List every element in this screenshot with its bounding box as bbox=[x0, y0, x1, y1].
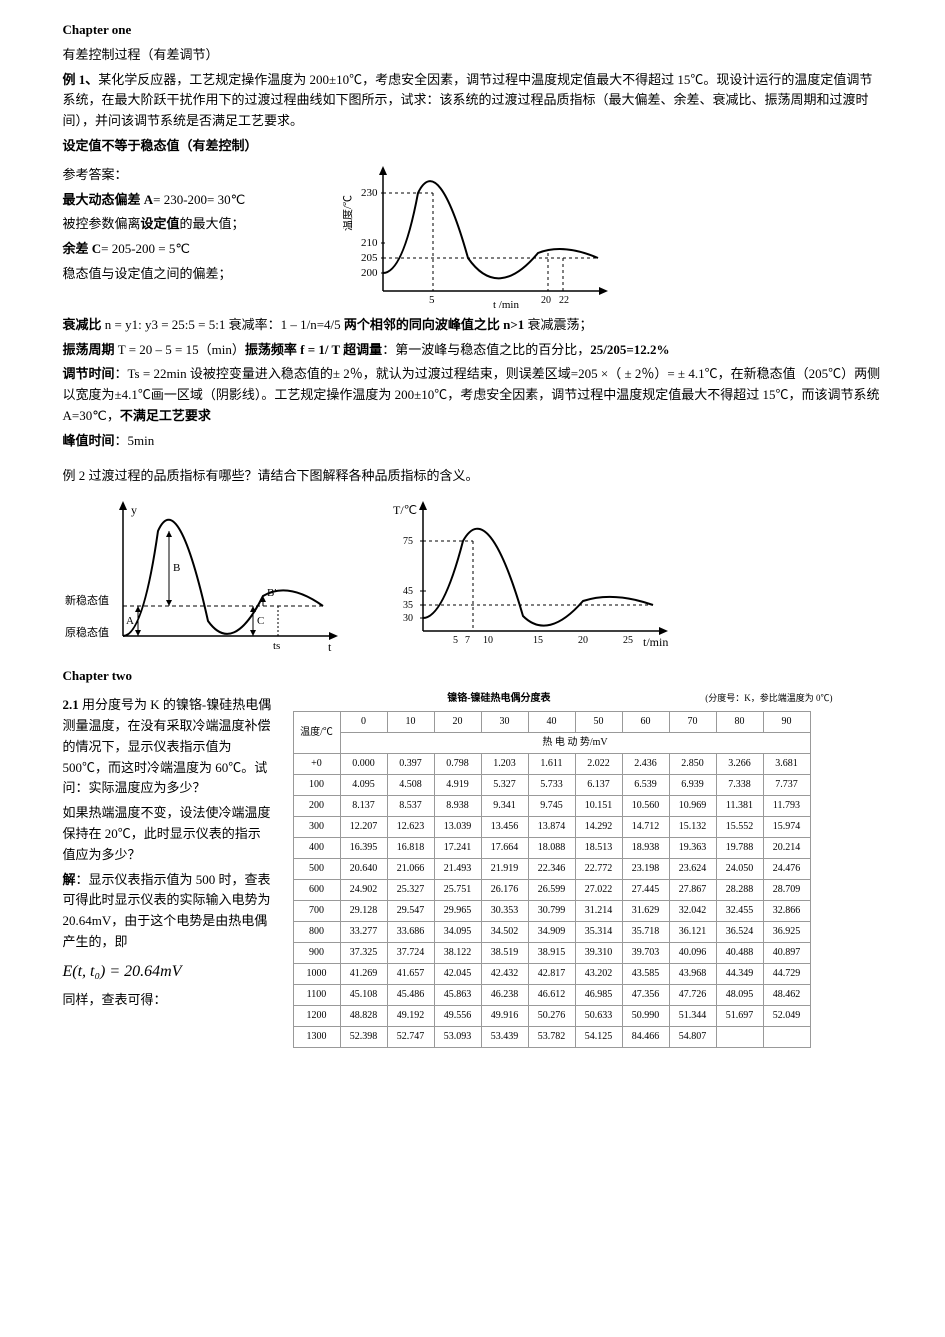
svg-text:15: 15 bbox=[533, 635, 543, 646]
ts-line: 调节时间：Ts = 22min 设被控变量进入稳态值的± 2％，就认为过渡过程结… bbox=[63, 364, 883, 426]
ch1-title: Chapter one bbox=[63, 20, 883, 41]
period-line: 振荡周期 T = 20 – 5 = 15（min）振荡频率 f = 1/ T 超… bbox=[63, 340, 883, 361]
C-line: 余差 C= 205-200 = 5℃ bbox=[63, 239, 323, 260]
svg-text:205: 205 bbox=[361, 252, 378, 264]
svg-text:200: 200 bbox=[361, 267, 378, 279]
svg-text:22: 22 bbox=[559, 295, 569, 306]
A-desc: 被控参数偏离设定值的最大值； bbox=[63, 214, 323, 235]
emf-table: 镍铬-镍硅热电偶分度表 (分度号：K，参比端温度为 0℃) 温度/℃010203… bbox=[293, 691, 833, 1048]
svg-text:B: B bbox=[173, 562, 180, 574]
ex1-body: 某化学反应器，工艺规定操作温度为 200±10℃，考虑安全因素，调节过程中温度规… bbox=[63, 72, 873, 129]
svg-text:T/℃: T/℃ bbox=[393, 503, 417, 517]
q21: 2.1 用分度号为 K 的镍铬-镍硅热电偶测量温度，在没有采取冷端温度补偿的情况… bbox=[63, 695, 273, 799]
ex1-label: 例 1、 bbox=[63, 72, 99, 87]
chart2a: y t A B B' C ts 新稳态值 原稳态值 bbox=[63, 496, 343, 656]
svg-text:30: 30 bbox=[403, 613, 413, 624]
svg-text:210: 210 bbox=[361, 237, 378, 249]
chart1: 230 210 205 200 5 20 22 t /min 温度/℃ bbox=[343, 161, 623, 311]
svg-text:新稳态值: 新稳态值 bbox=[65, 593, 109, 607]
sol-tail: 同样，查表可得： bbox=[63, 990, 273, 1011]
C-body: = 205-200 = 5℃ bbox=[101, 241, 190, 256]
q21b: 如果热端温度不变，设法使冷端温度保持在 20℃，此时显示仪表的指示值应为多少？ bbox=[63, 803, 273, 865]
svg-text:B': B' bbox=[267, 587, 276, 599]
ref-ans: 参考答案： bbox=[63, 165, 323, 186]
sol: 解：显示仪表指示值为 500 时，查表可得此时显示仪表的实际输入电势为 20.6… bbox=[63, 870, 273, 953]
chart2b: T/℃ t/min 75 45 35 30 5 7 10 15 20 25 bbox=[383, 496, 683, 656]
A-body: = 230-200= 30℃ bbox=[153, 192, 245, 207]
svg-text:230: 230 bbox=[361, 187, 378, 199]
formula: E(t, t₀) = 20.64mV bbox=[63, 959, 273, 985]
svg-text:25: 25 bbox=[623, 635, 633, 646]
A-label: 最大动态偏差 A bbox=[63, 192, 154, 207]
svg-text:A: A bbox=[126, 615, 134, 627]
ch2-title: Chapter two bbox=[63, 666, 883, 687]
svg-text:20: 20 bbox=[578, 635, 588, 646]
svg-text:5: 5 bbox=[453, 635, 458, 646]
svg-text:原稳态值: 原稳态值 bbox=[65, 625, 109, 639]
tbl-note: (分度号：K，参比端温度为 0℃) bbox=[705, 691, 832, 707]
svg-text:7: 7 bbox=[465, 635, 470, 646]
svg-text:t/min: t/min bbox=[643, 635, 668, 649]
svg-text:75: 75 bbox=[403, 536, 413, 547]
A-line: 最大动态偏差 A= 230-200= 30℃ bbox=[63, 190, 323, 211]
ex1: 例 1、某化学反应器，工艺规定操作温度为 200±10℃，考虑安全因素，调节过程… bbox=[63, 70, 883, 132]
svg-text:45: 45 bbox=[403, 586, 413, 597]
setpoint: 设定值不等于稳态值（有差控制） bbox=[63, 136, 883, 157]
svg-text:20: 20 bbox=[541, 295, 551, 306]
svg-text:ts: ts bbox=[273, 640, 280, 652]
svg-text:温度/℃: 温度/℃ bbox=[343, 195, 354, 231]
svg-text:t /min: t /min bbox=[493, 299, 519, 311]
svg-text:5: 5 bbox=[429, 294, 435, 306]
svg-text:y: y bbox=[131, 503, 137, 517]
decay-line: 衰减比 n = y1: y3 = 25:5 = 5:1 衰减率：1 – 1/n=… bbox=[63, 315, 883, 336]
ex2: 例 2 过渡过程的品质指标有哪些？请结合下图解释各种品质指标的含义。 bbox=[63, 466, 883, 487]
svg-text:35: 35 bbox=[403, 600, 413, 611]
svg-text:C: C bbox=[257, 615, 264, 627]
svg-text:10: 10 bbox=[483, 635, 493, 646]
C-label: 余差 C bbox=[63, 241, 102, 256]
ch1-sub: 有差控制过程（有差调节） bbox=[63, 45, 883, 66]
tbl-title: 镍铬-镍硅热电偶分度表 bbox=[447, 691, 550, 707]
svg-text:t: t bbox=[328, 640, 332, 654]
C-desc: 稳态值与设定值之间的偏差； bbox=[63, 264, 323, 285]
peak-line: 峰值时间：5min bbox=[63, 431, 883, 452]
